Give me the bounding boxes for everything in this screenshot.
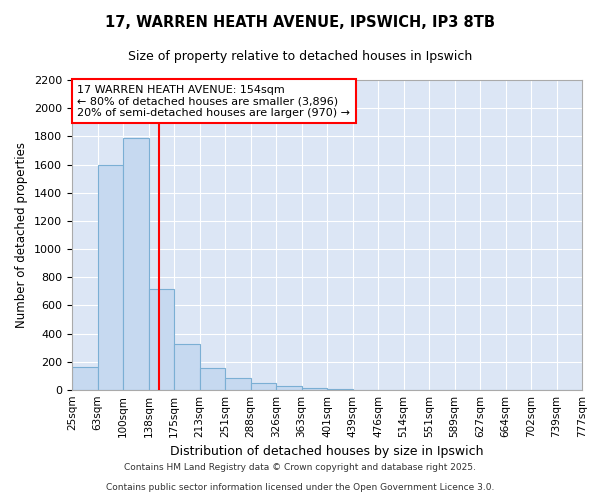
Bar — [149, 288, 174, 390]
Bar — [199, 368, 225, 390]
Bar — [276, 386, 302, 390]
Bar — [251, 383, 276, 390]
Text: 17, WARREN HEATH AVENUE, IPSWICH, IP3 8TB: 17, WARREN HEATH AVENUE, IPSWICH, IP3 8T… — [105, 15, 495, 30]
Bar — [225, 378, 251, 390]
Text: 17 WARREN HEATH AVENUE: 154sqm
← 80% of detached houses are smaller (3,896)
20% : 17 WARREN HEATH AVENUE: 154sqm ← 80% of … — [77, 84, 350, 118]
X-axis label: Distribution of detached houses by size in Ipswich: Distribution of detached houses by size … — [170, 446, 484, 458]
Bar — [174, 344, 199, 390]
Bar — [72, 368, 97, 390]
Text: Size of property relative to detached houses in Ipswich: Size of property relative to detached ho… — [128, 50, 472, 63]
Text: Contains HM Land Registry data © Crown copyright and database right 2025.: Contains HM Land Registry data © Crown c… — [124, 464, 476, 472]
Y-axis label: Number of detached properties: Number of detached properties — [16, 142, 28, 328]
Bar — [123, 138, 149, 390]
Bar — [97, 164, 123, 390]
Text: Contains public sector information licensed under the Open Government Licence 3.: Contains public sector information licen… — [106, 484, 494, 492]
Bar — [302, 388, 327, 390]
